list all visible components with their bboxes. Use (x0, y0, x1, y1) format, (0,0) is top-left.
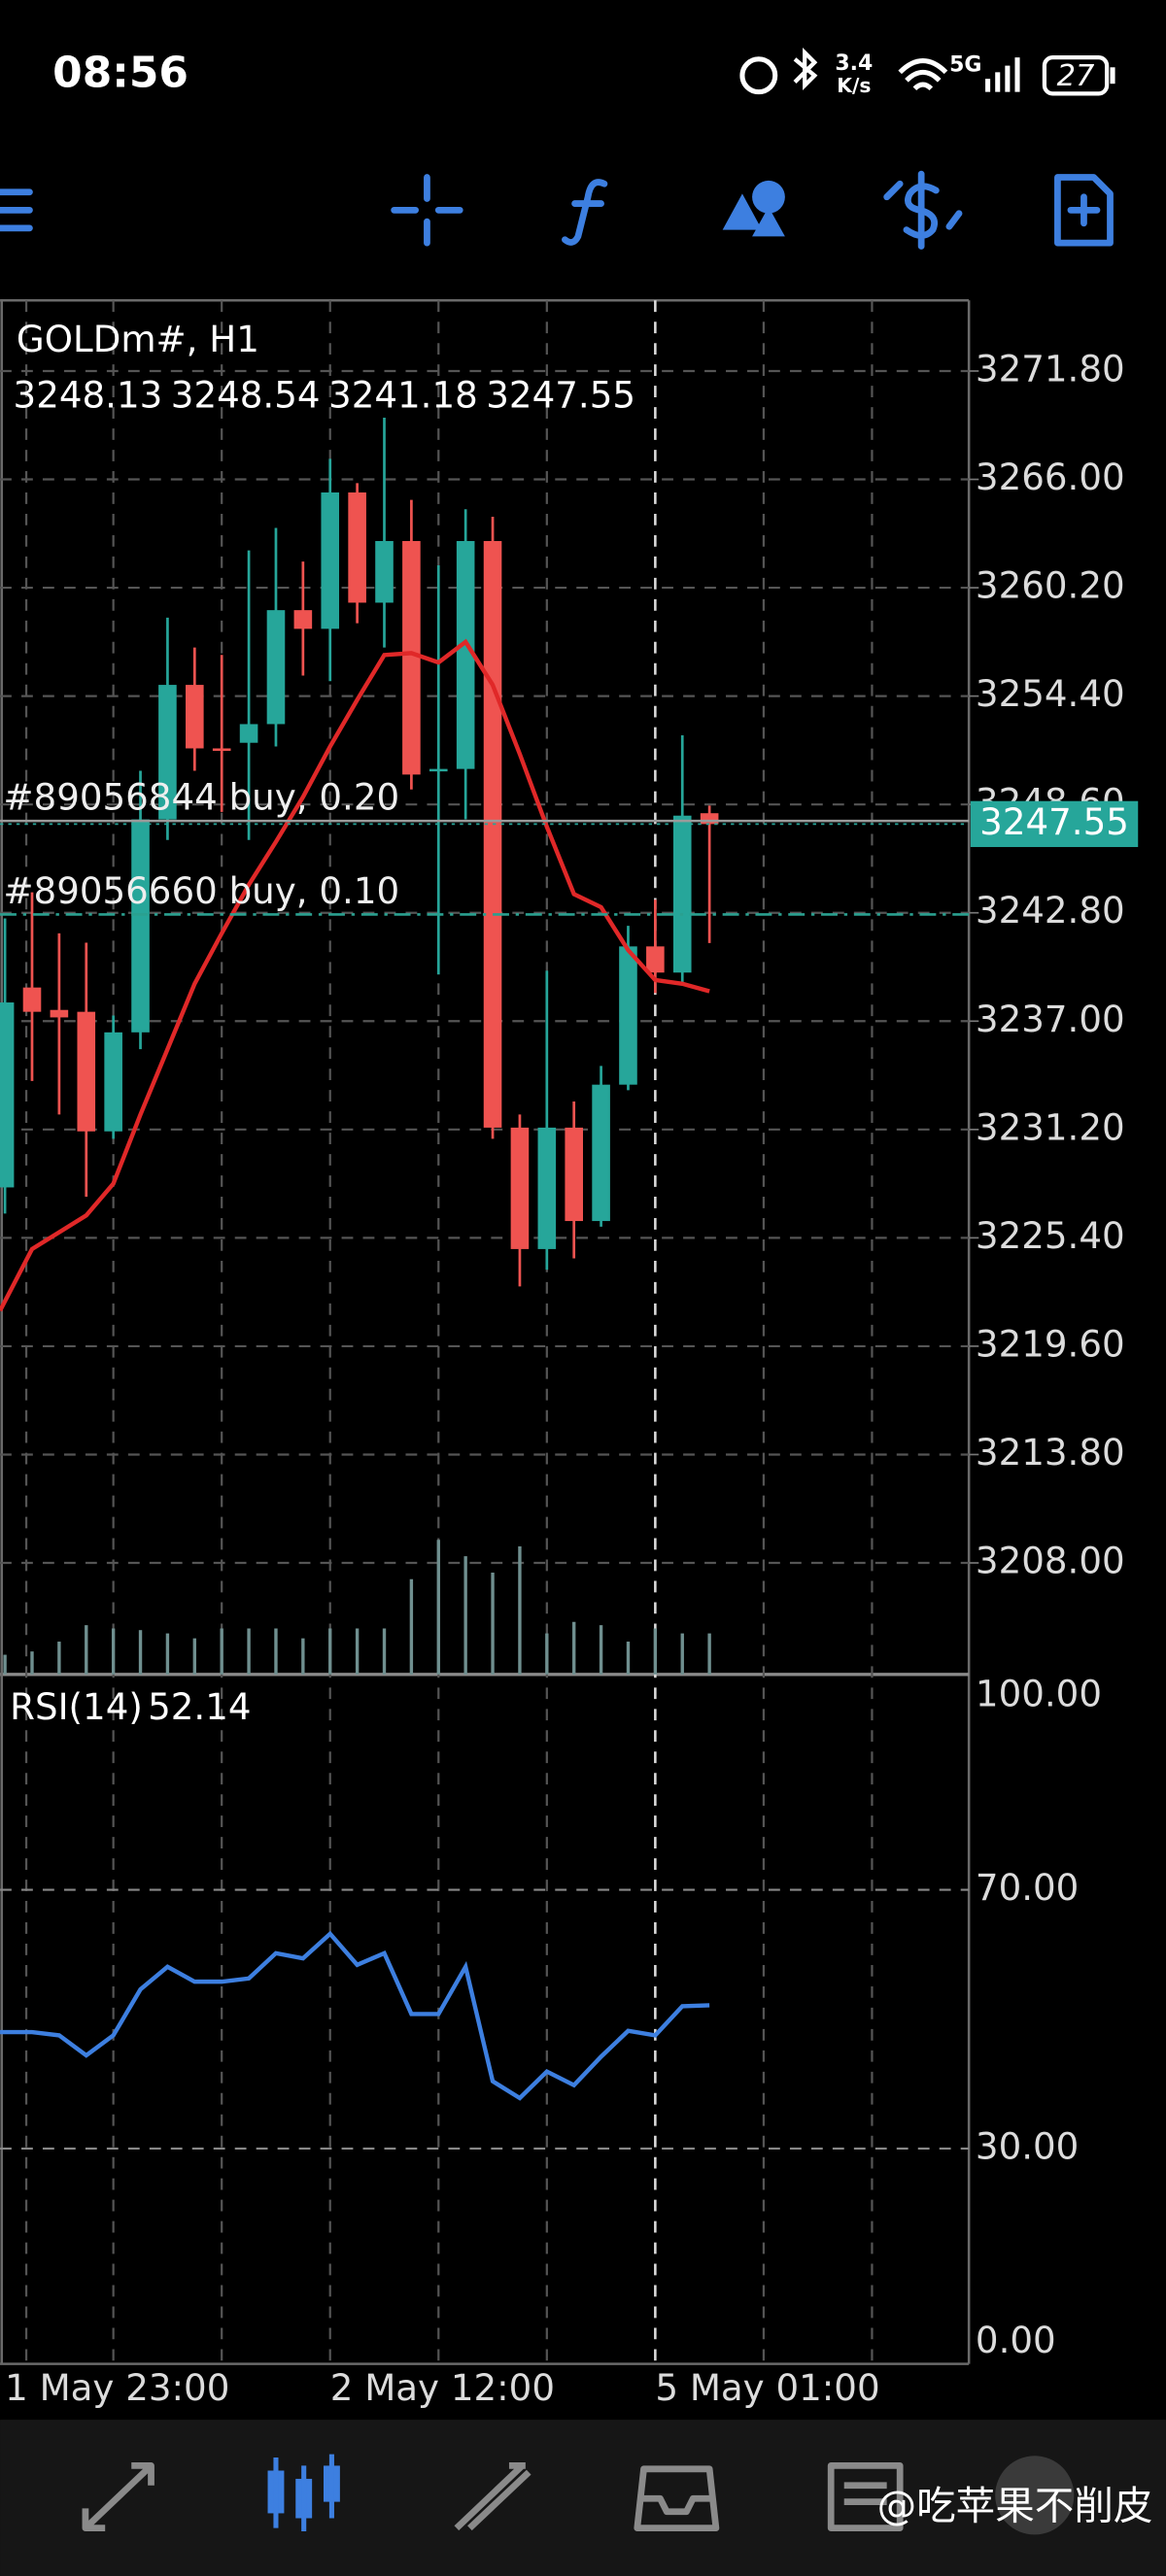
ohlc-low: 3241.18 (328, 373, 478, 416)
ohlc-close: 3247.55 (486, 373, 635, 416)
price-tag (970, 800, 1139, 848)
trade-label: #89056844 buy, 0.20 (3, 776, 399, 819)
candle-body (375, 540, 394, 603)
rsi-value: 52.14 (148, 1685, 251, 1728)
candle-body (456, 540, 475, 769)
rsi-tick-label: 100.00 (976, 1672, 1102, 1714)
candle-body (672, 815, 692, 973)
candle-body (22, 987, 42, 1012)
crosshair-button[interactable] (391, 174, 463, 247)
network-type: 5G (949, 53, 981, 78)
x-tick-label: 2 May 12:00 (330, 2366, 555, 2409)
chart-title: GOLDm#, H1 (17, 318, 259, 360)
candle-body (619, 946, 637, 1085)
objects-button[interactable] (722, 180, 785, 237)
candle-body (186, 685, 204, 749)
battery-level: 27 (1057, 59, 1095, 93)
candle-body (158, 685, 177, 820)
net-unit: K/s (837, 74, 871, 97)
rsi-tick-label: 30.00 (976, 2124, 1079, 2167)
y-tick-label: 3213.80 (976, 1431, 1125, 1474)
history-tab[interactable] (634, 2465, 720, 2532)
y-tick-label: 3271.80 (976, 347, 1125, 390)
y-tick-label: 3260.20 (976, 564, 1125, 607)
candle-body (131, 819, 150, 1033)
ohlc-high: 3248.54 (171, 373, 321, 416)
candle-body (239, 724, 258, 743)
x-tick-label: 5 May 01:00 (655, 2366, 879, 2409)
messages-tab[interactable] (827, 2462, 904, 2532)
y-tick-label: 3237.00 (976, 998, 1125, 1040)
candle-body (483, 540, 502, 1128)
candle-body (212, 748, 231, 752)
y-tick-label: 3231.20 (976, 1105, 1125, 1148)
x-tick-label: 1 May 23:00 (5, 2366, 229, 2409)
candle-body (402, 540, 421, 775)
y-tick-label: 3219.60 (976, 1322, 1125, 1365)
candle-body (592, 1084, 610, 1222)
status-icons (739, 47, 1115, 96)
candle-body (510, 1127, 530, 1249)
y-tick-label: 3208.00 (976, 1540, 1125, 1582)
candle-body (266, 610, 286, 725)
moving-average (0, 638, 710, 1312)
y-tick-label: 3266.00 (976, 456, 1125, 498)
candle-body (646, 946, 665, 973)
candle-body (77, 1011, 96, 1132)
rsi-name: RSI(14) (10, 1685, 143, 1728)
rsi-line (0, 1930, 710, 2101)
candle-body (537, 1127, 557, 1249)
y-tick-label: 3242.80 (976, 889, 1125, 932)
y-tick-label: 3225.40 (976, 1214, 1125, 1257)
candle-body (700, 813, 719, 825)
chart-tab[interactable] (267, 2454, 340, 2532)
candle-body (348, 491, 366, 603)
clock: 08:56 (52, 49, 189, 98)
chart (0, 299, 971, 2365)
candle-body (50, 1009, 69, 1018)
candle-body (565, 1127, 583, 1222)
candle-body (321, 491, 340, 629)
quotes-tab[interactable] (82, 2462, 154, 2532)
indicators-button[interactable] (562, 179, 608, 246)
bottom-nav (0, 2420, 1166, 2576)
trade-button[interactable] (883, 170, 963, 250)
rsi-tick-label: 70.00 (976, 1866, 1079, 1909)
watermark: @吃苹果不削皮 (877, 2482, 1153, 2528)
candle-body (293, 610, 313, 629)
rsi-tick-label: 0.00 (976, 2319, 1056, 2361)
new-order-button[interactable] (1054, 174, 1114, 247)
trade-tab[interactable] (454, 2462, 532, 2531)
trade-label: #89056660 buy, 0.10 (3, 869, 399, 912)
price-tag-label: 3247.55 (979, 800, 1129, 843)
settings-tab[interactable] (995, 2456, 1075, 2535)
candle-body (0, 1002, 15, 1188)
candle-body (429, 768, 448, 772)
y-tick-label: 3254.40 (976, 672, 1125, 715)
candle-body (104, 1032, 122, 1132)
net-speed: 3.4 (835, 51, 873, 76)
menu-button[interactable] (0, 188, 33, 232)
ohlc-open: 3248.13 (14, 373, 163, 416)
